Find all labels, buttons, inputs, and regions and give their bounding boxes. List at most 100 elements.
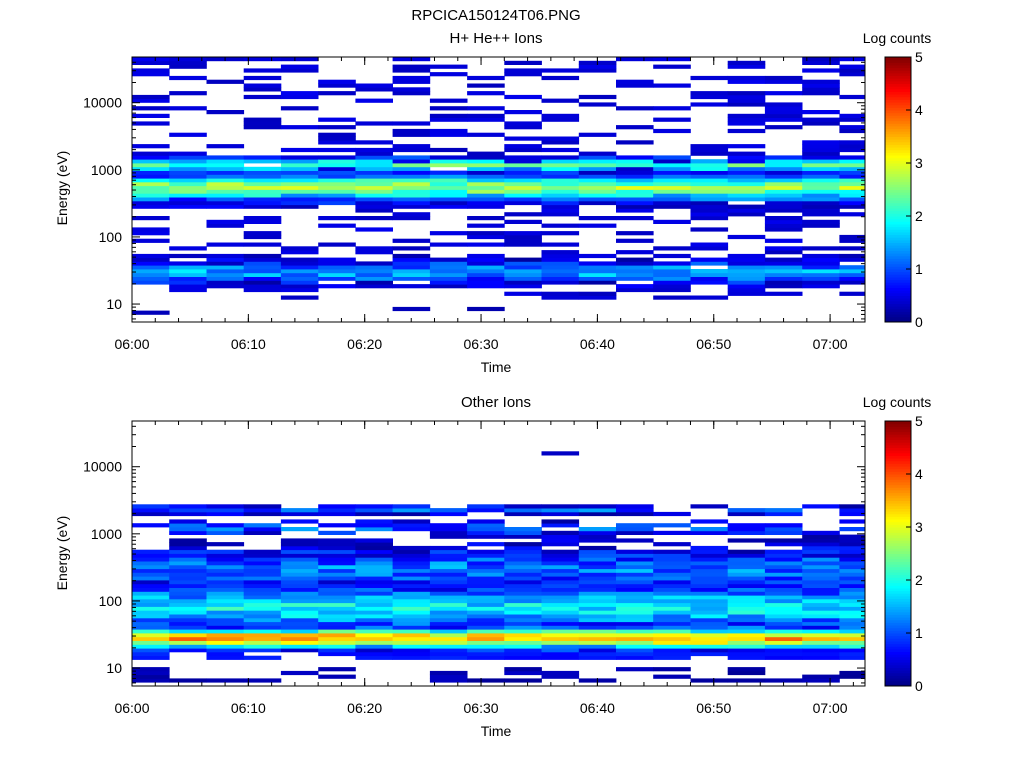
colorbar-segment — [885, 96, 911, 100]
heatmap-cell — [280, 553, 319, 558]
heatmap-cell — [318, 606, 356, 611]
heatmap-cell — [392, 644, 431, 649]
heatmap-cell — [764, 117, 803, 122]
heatmap-cell — [318, 125, 356, 130]
heatmap-cell — [690, 606, 729, 611]
heatmap-cell — [318, 549, 356, 554]
heatmap-cell — [206, 568, 245, 573]
heatmap-cell — [429, 269, 468, 274]
heatmap-cell — [355, 246, 393, 251]
heatmap-cell — [429, 640, 468, 645]
heatmap-cell — [467, 640, 505, 645]
heatmap-cell — [727, 568, 766, 573]
heatmap-cell — [243, 595, 282, 600]
heatmap-cell — [429, 128, 468, 134]
heatmap-cell — [541, 159, 580, 164]
heatmap-cell — [355, 651, 393, 657]
heatmap-cell — [727, 276, 766, 281]
heatmap-cell — [355, 583, 393, 588]
heatmap-cell — [764, 197, 803, 202]
heatmap-cell — [541, 587, 580, 592]
heatmap-cell — [206, 508, 245, 513]
heatmap-cell — [318, 269, 356, 274]
heatmap-cell — [504, 219, 542, 224]
heatmap-cell — [429, 644, 468, 649]
heatmap-cell — [802, 170, 840, 175]
heatmap-cell — [280, 508, 319, 513]
heatmap-cell — [392, 553, 431, 558]
colorbar-segment — [885, 170, 911, 175]
heatmap-cell — [243, 580, 282, 585]
heatmap-cell — [653, 549, 691, 554]
x-tick-label: 06:30 — [464, 336, 499, 352]
heatmap-cell — [616, 587, 654, 592]
heatmap-cell — [318, 284, 356, 289]
heatmap-cell — [504, 231, 542, 236]
heatmap-cell — [467, 534, 505, 539]
heatmap-cell — [132, 504, 170, 509]
heatmap-cell — [280, 91, 319, 96]
heatmap-cell — [504, 629, 542, 634]
heatmap-cell — [653, 163, 691, 168]
heatmap-cell — [541, 583, 580, 588]
heatmap-cell — [616, 606, 654, 611]
heatmap-cell — [467, 530, 505, 535]
heatmap-cell — [318, 633, 356, 638]
heatmap-cell — [429, 265, 468, 270]
heatmap-cell — [727, 269, 766, 274]
heatmap-cell — [169, 253, 207, 259]
heatmap-cell — [727, 159, 766, 164]
heatmap-cell — [318, 648, 356, 653]
heatmap-cell — [169, 155, 207, 160]
heatmap-cell — [802, 269, 840, 274]
heatmap-cell — [727, 557, 766, 562]
heatmap-cell — [243, 87, 282, 92]
heatmap-cell — [616, 208, 654, 213]
heatmap-cell — [318, 136, 356, 141]
heatmap-cell — [802, 595, 840, 600]
heatmap-cell — [169, 553, 207, 558]
heatmap-cell — [243, 602, 282, 607]
colorbar-segment — [885, 197, 911, 201]
heatmap-cell — [169, 276, 207, 281]
heatmap-cell — [355, 617, 393, 623]
colorbar-segment — [885, 678, 911, 682]
heatmap-cell — [429, 580, 468, 585]
heatmap-cell — [280, 174, 319, 179]
colorbar-segment — [885, 458, 911, 462]
heatmap-cell — [616, 269, 654, 274]
heatmap-cell — [578, 598, 617, 604]
heatmap-cell — [616, 170, 654, 175]
heatmap-cell — [243, 181, 282, 187]
heatmap-cell — [169, 629, 207, 634]
heatmap-cell — [280, 557, 319, 562]
heatmap-cell — [429, 242, 468, 247]
heatmap-cell — [504, 542, 542, 547]
heatmap-cell — [132, 144, 170, 149]
heatmap-cell — [132, 648, 170, 653]
heatmap-cell — [616, 265, 654, 270]
heatmap-cell — [392, 163, 431, 168]
heatmap-cell — [132, 583, 170, 588]
heatmap-cell — [504, 121, 542, 126]
heatmap-cell — [578, 587, 617, 592]
heatmap-cell — [467, 655, 505, 660]
heatmap-cell — [355, 276, 393, 281]
heatmap-cell — [243, 564, 282, 570]
heatmap-cell — [169, 174, 207, 179]
heatmap-cell — [132, 269, 170, 274]
heatmap-cell — [429, 568, 468, 573]
heatmap-cell — [839, 174, 866, 179]
heatmap-cell — [169, 106, 207, 111]
heatmap-cell — [206, 189, 245, 194]
heatmap-cell — [467, 519, 505, 524]
heatmap-cell — [280, 648, 319, 653]
heatmap-cell — [616, 504, 654, 509]
heatmap-cell — [467, 629, 505, 634]
heatmap-cell — [280, 287, 319, 293]
heatmap-cell — [243, 242, 282, 247]
colorbar-segment — [885, 165, 911, 169]
heatmap-cell — [243, 57, 282, 62]
heatmap-cell — [132, 587, 170, 592]
colorbar-frame — [884, 56, 912, 323]
